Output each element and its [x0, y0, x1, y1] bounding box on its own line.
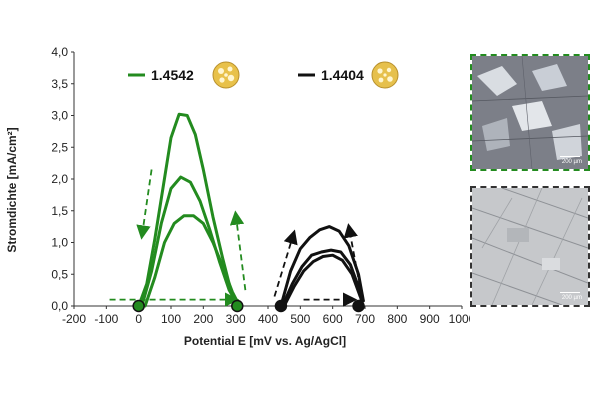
x-tick-label: 400: [258, 312, 278, 326]
direction-arrow: [273, 229, 298, 297]
chart: 0,0 0,5 1,0 1,5 2,0 2,5 3,0 3,5 4,0 -200 -100 0 100 2…: [5, 45, 470, 348]
y-tick-label: 2,5: [51, 140, 68, 154]
sponge-ball-icon: [212, 61, 240, 89]
series-1.4542-curve-1: [137, 112, 239, 308]
x-tick-label: 600: [323, 312, 343, 326]
y-tick-label: 0,5: [51, 267, 68, 281]
series-1.4404-curve-2: [281, 248, 364, 308]
arrows: [109, 169, 363, 307]
scale-label: 200 µm: [561, 295, 582, 301]
x-tick-label: -200: [62, 312, 86, 326]
x-tick-label: 300: [226, 312, 246, 326]
direction-arrow: [343, 223, 363, 297]
y-tick-label: 3,0: [51, 109, 68, 123]
x-tick-label: 900: [420, 312, 440, 326]
micrograph-1.4542: 200 µm: [470, 54, 590, 171]
curves: [137, 112, 365, 308]
markers: [132, 299, 365, 313]
legend: 1.4542 1.4404: [128, 61, 399, 89]
x-tick-label: -100: [94, 312, 118, 326]
y-tick-label: 1,0: [51, 236, 68, 250]
x-tick-label: 200: [193, 312, 213, 326]
x-tick-label: 500: [290, 312, 310, 326]
series-1.4404-curve-1: [279, 225, 365, 308]
y-tick-label: 4,0: [51, 45, 68, 59]
potential-marker: [352, 299, 365, 313]
legend-label-1: 1.4542: [151, 67, 194, 83]
potential-marker: [132, 299, 145, 313]
scale-label: 200 µm: [561, 159, 582, 165]
x-tick-label: 800: [387, 312, 407, 326]
direction-arrow: [229, 210, 247, 291]
y-tick-label: 1,5: [51, 204, 68, 218]
x-axis-title: Potential E [mV vs. Ag/AgCl]: [184, 334, 346, 348]
micrograph-texture: [472, 56, 588, 169]
micrograph-1.4404: 200 µm: [470, 186, 590, 307]
y-axis-title: Stromdichte [mA/cm²]: [5, 127, 19, 252]
scale-bar: [560, 292, 580, 293]
y-tick-label: 0,0: [51, 299, 68, 313]
axes: 0,0 0,5 1,0 1,5 2,0 2,5 3,0 3,5 4,0 -200 -100 0 100 2…: [51, 45, 470, 326]
x-tick-label: 100: [161, 312, 181, 326]
legend-label-2: 1.4404: [321, 67, 364, 83]
micrograph-texture: [472, 188, 588, 305]
x-tick-label: 0: [135, 312, 142, 326]
y-tick-label: 2,0: [51, 172, 68, 186]
sponge-ball-icon: [371, 61, 399, 89]
series-1.4542-curve-2: [140, 175, 239, 308]
direction-arrow: [136, 169, 153, 240]
series-1.4542-curve-3: [143, 214, 241, 308]
scale-bar: [560, 156, 580, 157]
x-tick-label: 700: [355, 312, 375, 326]
y-tick-label: 3,5: [51, 77, 68, 91]
potential-marker: [231, 299, 244, 313]
series-1.4404-curve-3: [282, 253, 362, 308]
potential-marker: [274, 299, 288, 313]
